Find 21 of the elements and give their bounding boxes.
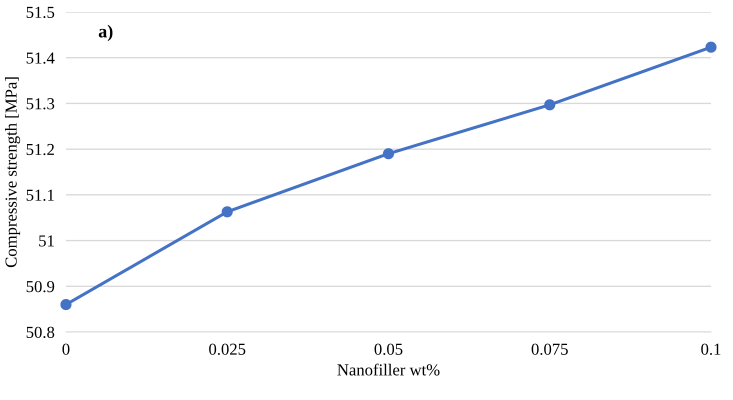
y-tick-label: 51.3 (26, 98, 54, 110)
point (60, 299, 72, 310)
x-tick-label: 0.075 (532, 344, 568, 355)
point (382, 148, 394, 160)
x-tick-label: 0 (62, 344, 70, 355)
point (705, 42, 717, 53)
point (544, 99, 556, 110)
y-tick-label: 51.2 (26, 144, 54, 156)
y-tick-label: 51.5 (26, 6, 54, 18)
x-tick-label: 0.05 (374, 344, 402, 355)
point (222, 206, 233, 218)
y-tick-label: 51.4 (26, 52, 55, 64)
x-tick-label: 0.025 (209, 344, 246, 355)
x-tick-label: 0.1 (701, 344, 720, 355)
x-axis-title: Nanofiller wt% (337, 364, 440, 376)
y-tick-label: 50.8 (26, 326, 54, 338)
y-tick-label: 51.1 (26, 190, 54, 201)
y-axis-title: Compressive strength [MPa] (4, 77, 20, 268)
y-tick-label: 51 (39, 235, 54, 247)
y-tick-label: 50.9 (26, 280, 54, 292)
annotation: a) (98, 24, 112, 42)
